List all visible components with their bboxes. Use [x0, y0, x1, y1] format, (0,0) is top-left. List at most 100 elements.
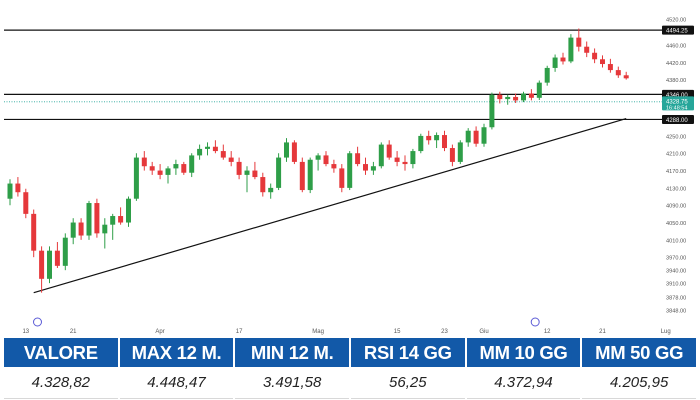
candle-body — [7, 183, 13, 199]
candle-body — [126, 198, 131, 223]
candle-body — [528, 93, 534, 98]
x-tick-label: 21 — [599, 329, 606, 335]
event-marker-icon — [33, 317, 42, 327]
candle-body — [228, 157, 234, 162]
candle-body — [62, 237, 68, 266]
candle-body — [133, 157, 139, 199]
candle-body — [94, 203, 100, 234]
stat-header: RSI 14 GG — [350, 338, 465, 367]
candle-body — [410, 151, 416, 165]
candle-body — [315, 155, 321, 160]
candle-body — [355, 153, 361, 165]
candle-body — [378, 144, 384, 167]
candle-body — [568, 37, 574, 62]
stat-header: VALORE — [4, 338, 118, 367]
y-tick-label: 3878.00 — [666, 296, 686, 302]
countdown-label: 16:48:54 — [666, 105, 687, 111]
candle-body — [47, 250, 52, 279]
candle-body — [189, 155, 195, 173]
candle-body — [481, 127, 487, 144]
candle-body — [331, 164, 337, 169]
y-tick-label: 3970.00 — [666, 256, 686, 262]
candle-body — [31, 213, 37, 251]
candle-body — [623, 75, 629, 79]
candle-body — [78, 222, 84, 236]
current-price-badge — [662, 96, 694, 111]
y-tick-label: 3940.00 — [666, 269, 686, 275]
level-label: 4494.25 — [666, 29, 688, 35]
y-tick-label: 4010.00 — [666, 238, 686, 244]
candle-body — [521, 93, 526, 101]
stat-value: 4.205,95 — [582, 367, 696, 399]
candle-body — [291, 142, 297, 162]
level-label: 4288.00 — [666, 118, 688, 124]
y-tick-label: 4250.00 — [666, 134, 686, 140]
x-tick-label: 23 — [441, 329, 448, 335]
y-tick-label: 4050.00 — [666, 221, 686, 227]
stat-rsi-14: RSI 14 GG 56,25 — [350, 338, 465, 399]
candle-body — [252, 170, 258, 178]
candle-body — [212, 146, 218, 152]
candle-body — [23, 192, 29, 214]
candle-body — [615, 70, 621, 76]
x-tick-label: 21 — [70, 329, 77, 335]
stat-value: 4.328,82 — [4, 367, 118, 399]
x-tick-label: 12 — [544, 329, 551, 335]
candle-body — [386, 144, 392, 158]
stat-value: 56,25 — [350, 367, 465, 399]
level-label: 4346.00 — [666, 93, 688, 99]
candle-body — [418, 135, 424, 152]
x-tick-label: Lug — [661, 329, 671, 335]
candle-body — [576, 37, 582, 47]
candle-body — [600, 59, 605, 65]
candle-body — [165, 168, 171, 175]
candle-body — [347, 153, 353, 188]
y-tick-label: 4170.00 — [666, 169, 686, 175]
y-tick-label: 4420.00 — [666, 61, 686, 67]
stat-header: MAX 12 M. — [119, 338, 234, 367]
candle-body — [118, 216, 124, 223]
candle-body — [497, 94, 503, 100]
y-tick-label: 3848.00 — [666, 309, 686, 315]
stat-header: MM 50 GG — [582, 338, 696, 367]
candle-body — [102, 224, 108, 234]
stat-mm-10: MM 10 GG 4.372,94 — [466, 338, 581, 399]
candle-body — [54, 250, 60, 266]
candle-body — [323, 155, 329, 165]
candle-body — [339, 168, 345, 188]
stat-mm-50: MM 50 GG 4.205,95 — [582, 338, 696, 399]
level-badge — [662, 114, 694, 124]
y-tick-label: 4520.00 — [666, 17, 686, 23]
candle-body — [181, 164, 187, 173]
stat-header: MIN 12 M. — [235, 338, 349, 367]
y-tick-label: 4210.00 — [666, 152, 686, 158]
candle-body — [276, 157, 282, 188]
candle-body — [584, 46, 590, 53]
level-badge — [662, 25, 694, 35]
candle-body — [402, 161, 408, 165]
x-tick-label: 15 — [394, 329, 401, 335]
candle-body — [465, 130, 471, 143]
candle-body — [473, 130, 479, 144]
candle-body — [86, 203, 92, 236]
candle-body — [560, 57, 566, 62]
candle-body — [197, 148, 203, 156]
candle-body — [394, 157, 400, 162]
candle-body — [449, 148, 455, 162]
candle-body — [39, 250, 45, 279]
y-tick-label: 4090.00 — [666, 204, 686, 210]
candle-body — [489, 94, 495, 128]
candle-body — [505, 96, 511, 100]
candle-body — [220, 151, 226, 158]
candle-body — [544, 67, 550, 83]
stat-valore: VALORE 4.328,82 — [4, 338, 118, 399]
candle-body — [299, 161, 305, 191]
candle-body — [284, 142, 289, 158]
candle-body — [15, 183, 21, 193]
y-tick-label: 4380.00 — [666, 78, 686, 84]
candle-body — [442, 135, 447, 149]
candle-body — [110, 216, 116, 225]
x-tick-label: 17 — [236, 329, 243, 335]
x-tick-label: Mag — [312, 329, 324, 335]
candlestick-chart[interactable]: 3848.00 3878.00 3910.00 3940.00 3970.00 4010.… — [0, 0, 700, 336]
